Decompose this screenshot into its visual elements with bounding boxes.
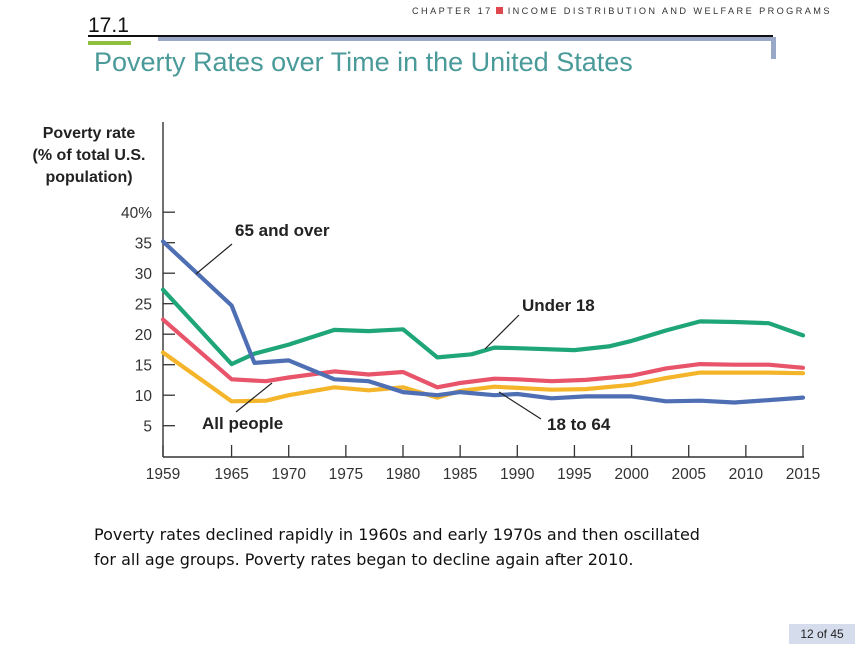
annotation-leader-line — [195, 243, 233, 275]
x-tick-label: 1995 — [557, 466, 591, 483]
chart-axes — [162, 122, 804, 458]
x-tick-label: 1975 — [329, 466, 363, 483]
annotation-leader-line — [498, 391, 542, 420]
x-tick-label: 2005 — [671, 466, 705, 483]
slide-title: Poverty Rates over Time in the United St… — [94, 47, 633, 77]
poverty-rate-chart: Poverty rate(% of total U.S.population) … — [33, 122, 820, 483]
series-line-65-and-over — [160, 239, 806, 405]
series-line-18-to-64 — [160, 350, 806, 404]
section-number: 17.1 — [88, 14, 129, 37]
chapter-separator-square — [495, 7, 503, 14]
y-axis-label: Poverty rate — [43, 125, 136, 142]
y-tick-label: 5 — [143, 419, 152, 436]
x-tick-label: 1980 — [386, 466, 421, 483]
header-rule-bar — [158, 37, 773, 41]
y-axis-label-group: Poverty rate (% of total U.S. population) — [33, 125, 146, 186]
y-tick-label: 15 — [135, 358, 152, 375]
y-axis-label: (% of total U.S. — [33, 147, 146, 164]
caption-line-1: Poverty rates declined rapidly in 1960s … — [94, 525, 700, 544]
caption: Poverty rates declined rapidly in 1960s … — [94, 522, 794, 572]
y-axis-label: population) — [45, 169, 132, 186]
x-tick-label: 2000 — [614, 466, 649, 483]
annotation-label: 65 and over — [235, 221, 330, 240]
x-tick-label: 1990 — [500, 466, 535, 483]
page-number-badge: 12 of 45 — [789, 624, 855, 644]
annotation-leader-line — [484, 314, 520, 350]
annotation-label: All people — [202, 414, 283, 433]
y-tick-label: 10 — [135, 388, 153, 405]
x-tick-label: 2015 — [786, 466, 820, 483]
header-rule — [88, 35, 773, 37]
x-tick-label: 2010 — [729, 466, 764, 483]
y-tick-label: 40% — [121, 205, 152, 222]
caption-line-2: for all age groups. Poverty rates began … — [94, 550, 634, 569]
y-tick-label: 25 — [135, 297, 152, 314]
y-tick-label: 20 — [135, 327, 153, 344]
annotation-label: Under 18 — [522, 296, 595, 315]
chart-annotations: 65 and over Under 18 All people 18 to 64 — [195, 221, 611, 434]
annotation-label: 18 to 64 — [547, 415, 611, 434]
section-number-underline — [88, 41, 131, 45]
x-tick-label: 1965 — [214, 466, 248, 483]
y-tick-label: 30 — [135, 266, 153, 283]
chapter-label: CHAPTER 17 — [412, 6, 493, 16]
series-line-under-18 — [160, 287, 806, 367]
x-tick-label: 1970 — [271, 466, 306, 483]
x-tick-label: 1985 — [443, 466, 477, 483]
series-line-all-people — [160, 317, 806, 390]
chart-series — [160, 239, 806, 405]
y-tick-label: 35 — [135, 236, 152, 253]
header-rule-tick — [771, 37, 776, 59]
annotation-leader-line — [235, 382, 273, 413]
chapter-title: INCOME DISTRIBUTION AND WELFARE PROGRAMS — [507, 6, 832, 16]
x-tick-label: 1959 — [146, 466, 180, 483]
chapter-header: CHAPTER 17 INCOME DISTRIBUTION AND WELFAR… — [412, 6, 852, 16]
